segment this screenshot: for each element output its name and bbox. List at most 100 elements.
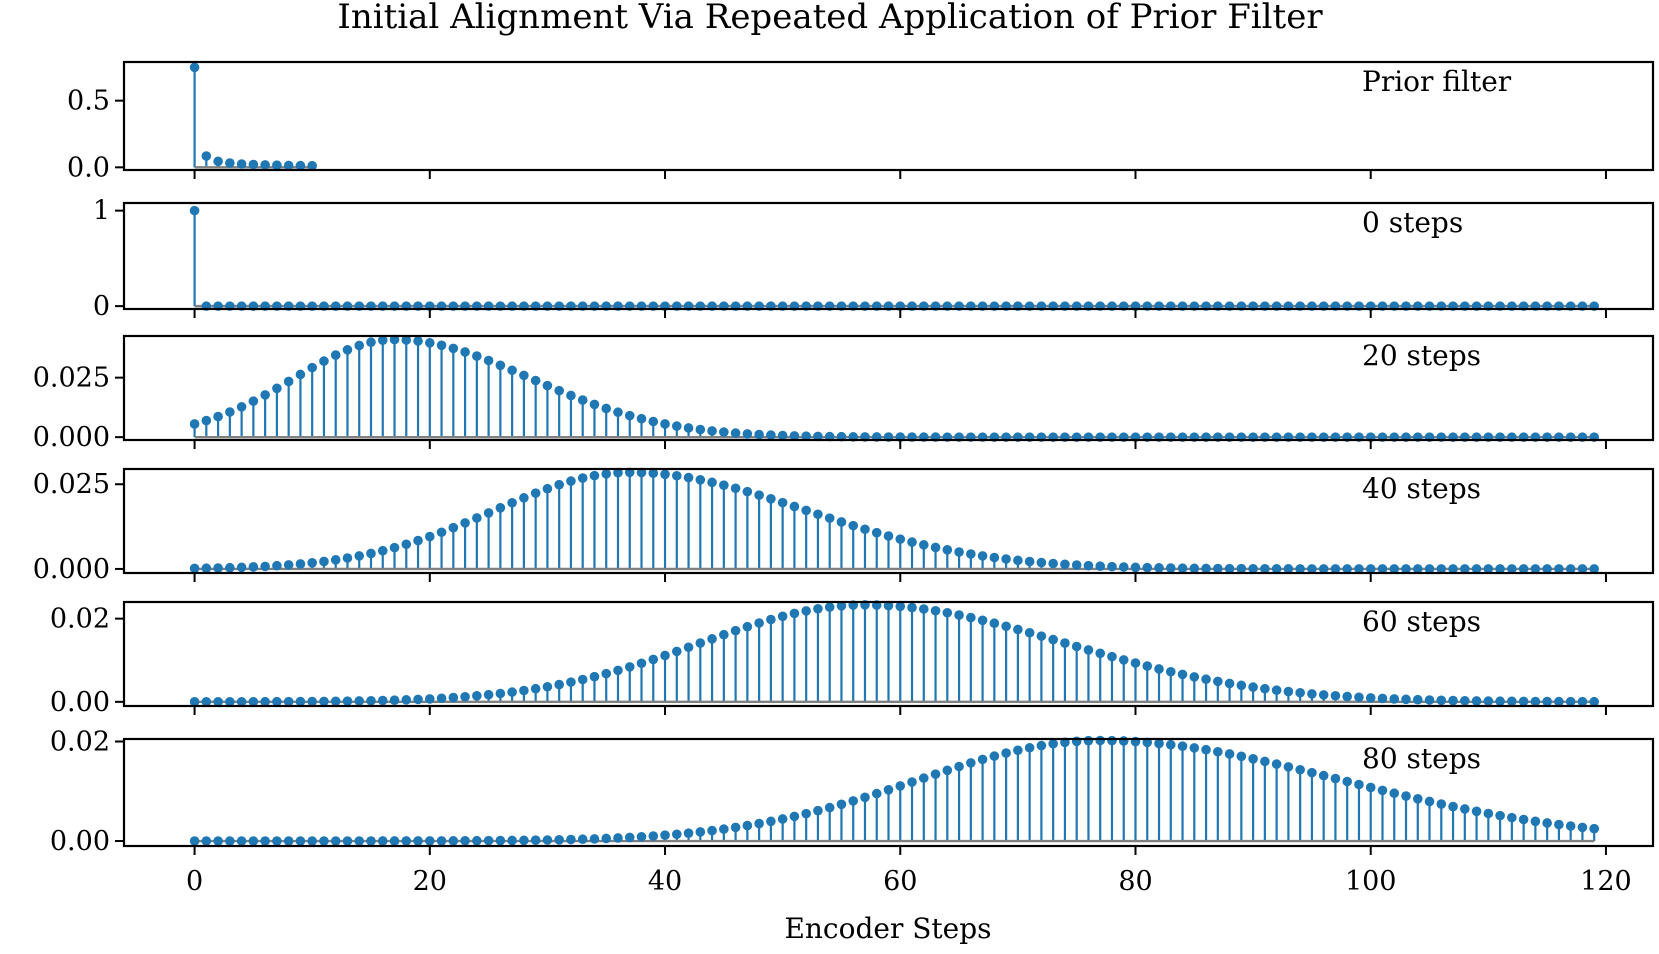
stem-marker [671,829,682,840]
stem-marker [1577,696,1588,707]
stem-marker [789,501,800,512]
y-tick-label: 0.00 [50,826,110,857]
stem-marker [472,835,482,846]
stem-marker [1471,806,1482,817]
stem-marker [248,396,259,406]
stem-marker [1589,564,1599,574]
stem-marker [719,427,729,437]
stem-marker [1307,564,1317,574]
stem-marker [1118,736,1129,746]
stem-marker [1271,564,1282,574]
stem-marker [189,62,200,73]
stem-marker [460,835,470,846]
stem-marker [519,685,529,696]
stem-marker [1130,658,1141,668]
stem-marker [1377,693,1388,704]
stem-marker [436,340,447,351]
panel-label: 20 steps [1362,339,1481,372]
stem-marker [707,825,717,836]
stem-marker [824,802,835,813]
stem-marker [1271,685,1282,695]
stem-marker [389,542,400,553]
stem-marker [813,603,823,614]
stem-marker [1001,554,1011,564]
stem-marker [601,403,612,414]
y-tick-label: 0.000 [33,422,110,453]
stem-marker [766,816,776,827]
stem-marker [542,483,553,494]
stem-marker [883,785,894,795]
stem-marker [472,691,482,701]
stem-marker [1577,564,1588,574]
stem-marker [671,470,682,481]
stem-marker [836,799,847,810]
stem-marker [777,497,788,508]
stem-marker [342,696,353,706]
stem-marker [495,503,506,513]
stem-marker [1224,749,1235,759]
stem-marker [977,754,988,765]
stem-marker [624,832,635,843]
stem-marker [1118,655,1129,665]
stem-marker [201,697,212,707]
stem-marker [1130,562,1141,573]
chart-panel-1: 0 1 0 steps [93,196,1655,322]
stem-marker [824,513,835,523]
stem-marker [307,836,317,846]
stem-marker [448,692,459,703]
stem-marker [1507,564,1517,574]
stem-marker [307,696,317,707]
stem-marker [989,751,1000,761]
stem-marker [895,601,906,612]
stem-marker [589,399,600,410]
stem-marker [918,540,929,550]
stem-marker [1177,669,1188,680]
stem-marker [1024,742,1035,753]
y-tick-label: 0.00 [50,687,110,718]
stem-marker [1518,696,1529,707]
stem-marker [636,831,647,842]
stem-marker [366,836,376,846]
stem-marker [1412,564,1423,574]
stem-marker [483,689,494,700]
stem-marker [1283,564,1294,574]
stem-marker [801,606,811,616]
stem-marker [648,654,659,665]
stem-marker [413,836,423,846]
stem-marker [1236,751,1247,762]
stem-marker [272,696,282,707]
stem-marker [248,159,259,170]
stem-marker [554,479,564,490]
x-tick-label: 120 [1580,866,1632,897]
stem-marker [789,431,800,441]
stem-marker [260,696,270,707]
stem-marker [754,429,764,440]
stem-marker [519,370,529,381]
stem-marker [566,476,576,486]
stem-marker [1189,563,1200,574]
y-tick-label: 0.025 [33,469,110,500]
axes-frame [122,60,1655,172]
stem-marker [330,555,341,565]
stem-marker [1354,779,1364,790]
stem-marker [1436,799,1447,809]
stem-marker [671,421,682,431]
stem-marker [283,160,294,171]
stem-marker [836,601,847,611]
stem-marker [213,836,223,846]
stem-marker [366,548,376,559]
stem-marker [801,808,811,819]
stem-marker [930,542,941,553]
stem-marker [1283,762,1294,772]
stem-marker [260,836,270,846]
stem-marker [295,559,306,569]
stem-marker [1401,791,1411,801]
stem-marker [401,695,412,705]
stem-marker [636,467,647,478]
stem-marker [577,674,588,685]
stem-marker [1354,692,1364,703]
stem-marker [1495,810,1505,821]
stem-marker [1589,696,1599,707]
stem-marker [495,360,506,371]
stem-marker [1354,564,1364,574]
